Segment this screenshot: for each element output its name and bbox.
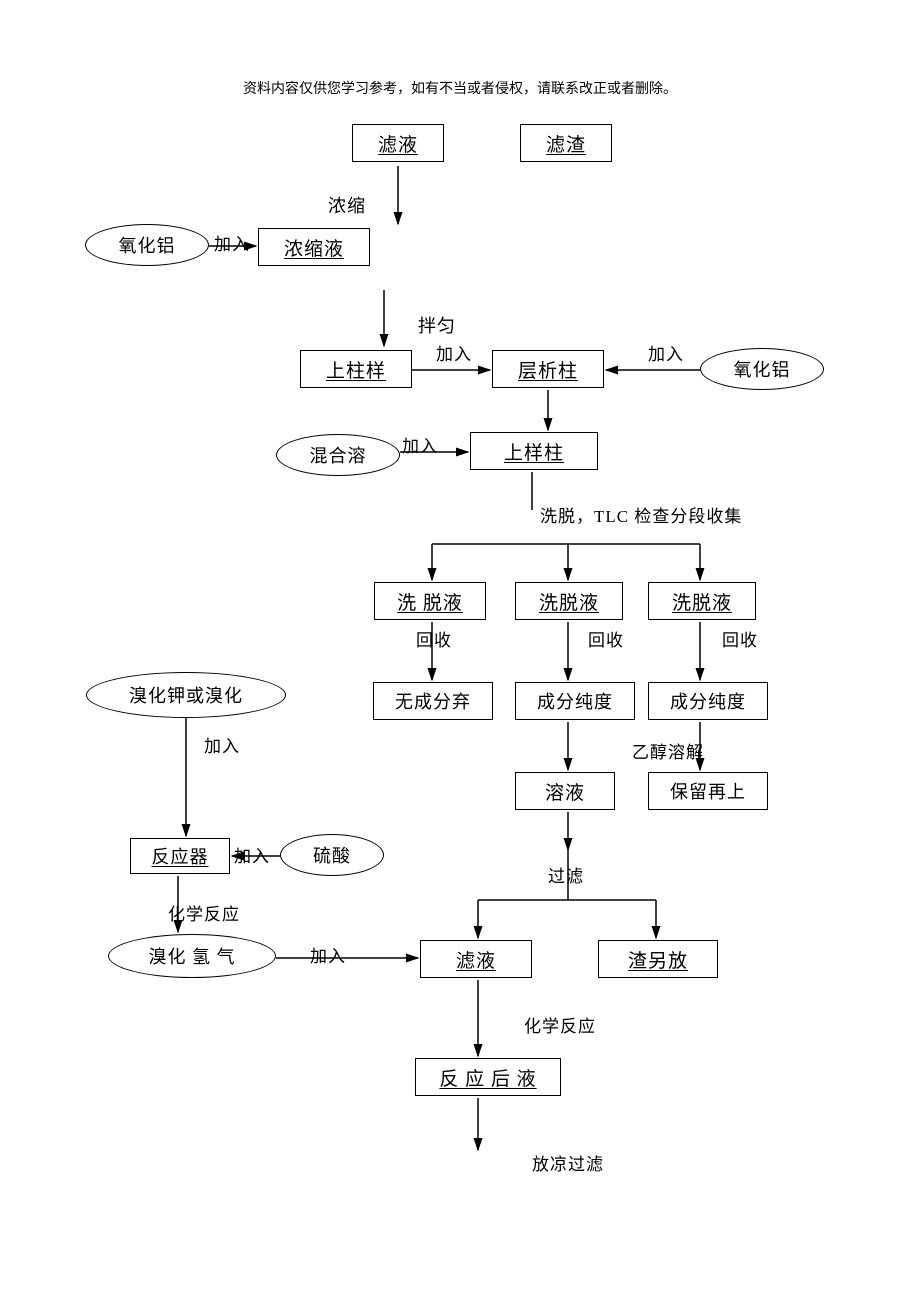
- node-r_rongye: 溶液: [515, 772, 615, 810]
- node-label: 上柱样: [326, 356, 386, 383]
- node-r_nongsuoye: 浓缩液: [258, 228, 370, 266]
- node-r_shangyangzhu: 上样柱: [470, 432, 598, 470]
- node-label: 溶液: [545, 778, 585, 805]
- node-r_shangzhu: 上柱样: [300, 350, 412, 388]
- node-label: 反应器: [152, 843, 209, 869]
- label-l_jiaru4: 加入: [402, 432, 438, 457]
- node-label: 无成分弃: [395, 688, 471, 714]
- node-r_xituoye2: 洗脱液: [515, 582, 623, 620]
- node-r_baoliu: 保留再上: [648, 772, 768, 810]
- node-r_lvzha: 滤渣: [520, 124, 612, 162]
- node-r_zha: 渣另放: [598, 940, 718, 978]
- node-r_xituoye3: 洗脱液: [648, 582, 756, 620]
- label-l_yichun: 乙醇溶解: [632, 738, 704, 763]
- label-l_nongsuo: 浓缩: [328, 192, 366, 218]
- label-l_jiaru5: 加入: [204, 732, 240, 757]
- node-label: 浓缩液: [284, 234, 344, 261]
- node-label: 滤液: [378, 130, 418, 157]
- node-r_chengfen2: 成分纯度: [515, 682, 635, 720]
- node-r_xituoye1: 洗 脱液: [374, 582, 486, 620]
- ellipse-e_al1: 氧化铝: [85, 224, 209, 266]
- label-l_xituo: 洗脱，TLC 检查分段收集: [540, 502, 742, 527]
- label-l_jiaru6: 加入: [234, 842, 270, 867]
- header-disclaimer: 资料内容仅供您学习参考，如有不当或者侵权，请联系改正或者删除。: [0, 78, 920, 98]
- node-label: 滤液: [456, 946, 496, 973]
- label-l_huishou1: 回收: [416, 626, 452, 651]
- node-label: 滤渣: [546, 130, 586, 157]
- node-r_wuchengfen: 无成分弃: [373, 682, 493, 720]
- node-label: 上样柱: [504, 438, 564, 465]
- arrow-layer: [0, 0, 920, 1303]
- label-l_guolv: 过滤: [548, 862, 584, 887]
- label-l_huaxue1: 化学反应: [168, 900, 240, 925]
- ellipse-e_kbr: 溴化钾或溴化: [86, 672, 286, 718]
- node-r_chengfen3: 成分纯度: [648, 682, 768, 720]
- label-l_huishou3: 回收: [722, 626, 758, 651]
- node-label: 渣另放: [628, 946, 688, 973]
- label-l_jiaru3: 加入: [648, 340, 684, 365]
- node-r_cengxizhu: 层析柱: [492, 350, 604, 388]
- node-r_fanyingqi: 反应器: [130, 838, 230, 874]
- label-l_jiaru2: 加入: [436, 340, 472, 365]
- label-l_banyun: 拌匀: [418, 312, 456, 338]
- label-l_huaxue2: 化学反应: [524, 1012, 596, 1037]
- node-label: 反 应 后 液: [439, 1064, 536, 1091]
- ellipse-e_al2: 氧化铝: [700, 348, 824, 390]
- node-label: 保留再上: [670, 778, 746, 804]
- node-r_lvye_top: 滤液: [352, 124, 444, 162]
- ellipse-e_hbr: 溴化 氢 气: [108, 934, 276, 978]
- node-label: 成分纯度: [670, 688, 746, 714]
- label-l_jiaru7: 加入: [310, 942, 346, 967]
- label-l_huishou2: 回收: [588, 626, 624, 651]
- node-r_fanyinghou: 反 应 后 液: [415, 1058, 561, 1096]
- node-label: 洗脱液: [672, 588, 732, 615]
- node-label: 洗脱液: [539, 588, 599, 615]
- node-label: 层析柱: [518, 356, 578, 383]
- label-l_jiaru1: 加入: [214, 230, 250, 255]
- node-label: 成分纯度: [537, 688, 613, 714]
- node-label: 洗 脱液: [397, 588, 463, 615]
- ellipse-e_h2so4: 硫酸: [280, 834, 384, 876]
- label-l_fangliang: 放凉过滤: [532, 1150, 604, 1175]
- ellipse-e_hunhe: 混合溶: [276, 434, 400, 476]
- node-r_lvye2: 滤液: [420, 940, 532, 978]
